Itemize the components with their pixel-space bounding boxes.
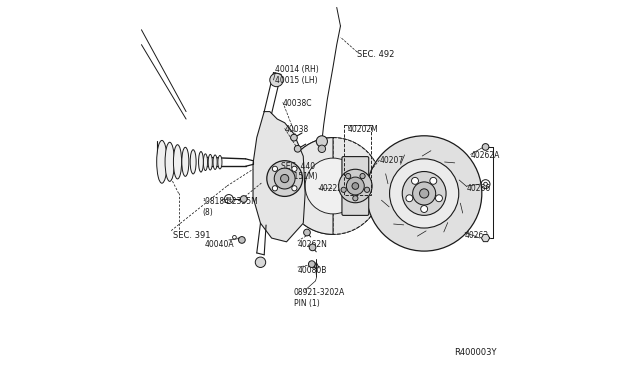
- Text: SEC. 391: SEC. 391: [173, 231, 211, 240]
- Text: 40038C: 40038C: [283, 99, 312, 108]
- Text: 40202M: 40202M: [348, 125, 379, 134]
- Circle shape: [352, 183, 358, 189]
- Circle shape: [403, 171, 446, 215]
- Text: 40262: 40262: [465, 231, 489, 240]
- Ellipse shape: [173, 145, 182, 179]
- Text: B: B: [227, 196, 230, 202]
- Text: SEC. 440
(41151M): SEC. 440 (41151M): [281, 162, 317, 181]
- Circle shape: [309, 244, 316, 251]
- Ellipse shape: [204, 154, 207, 170]
- Ellipse shape: [198, 152, 204, 172]
- Text: R400003Y: R400003Y: [454, 348, 497, 357]
- Circle shape: [294, 145, 301, 152]
- Text: 40038: 40038: [285, 125, 309, 134]
- Circle shape: [308, 261, 315, 267]
- Circle shape: [292, 166, 297, 171]
- Circle shape: [270, 73, 283, 87]
- Circle shape: [239, 237, 245, 243]
- Text: 40262N: 40262N: [298, 240, 328, 249]
- Circle shape: [346, 177, 364, 195]
- Circle shape: [435, 195, 442, 202]
- Text: 40207: 40207: [380, 156, 404, 165]
- Text: 40222: 40222: [318, 184, 342, 193]
- Circle shape: [318, 145, 326, 153]
- Ellipse shape: [213, 155, 217, 170]
- Circle shape: [364, 187, 370, 192]
- Text: SEC. 492: SEC. 492: [357, 50, 395, 59]
- Wedge shape: [333, 138, 381, 234]
- Ellipse shape: [182, 147, 189, 176]
- Ellipse shape: [218, 155, 222, 169]
- Text: 40080B: 40080B: [298, 266, 327, 275]
- Text: 08921-3202A
PIN (1): 08921-3202A PIN (1): [294, 288, 345, 308]
- Circle shape: [305, 158, 361, 214]
- Ellipse shape: [208, 154, 212, 170]
- Text: 40014 (RH)
40015 (LH): 40014 (RH) 40015 (LH): [275, 65, 319, 84]
- Circle shape: [267, 161, 303, 196]
- Circle shape: [303, 229, 310, 236]
- Polygon shape: [481, 234, 490, 242]
- Circle shape: [255, 257, 266, 267]
- Circle shape: [430, 177, 436, 184]
- Ellipse shape: [165, 142, 174, 182]
- Ellipse shape: [190, 150, 196, 174]
- Circle shape: [367, 136, 482, 251]
- Circle shape: [339, 169, 372, 203]
- Circle shape: [412, 177, 419, 184]
- Wedge shape: [285, 138, 333, 234]
- Circle shape: [420, 189, 429, 198]
- Circle shape: [482, 144, 489, 150]
- Text: 40262A: 40262A: [470, 151, 500, 160]
- Circle shape: [241, 196, 247, 202]
- Circle shape: [292, 186, 297, 191]
- Bar: [344, 125, 371, 195]
- Circle shape: [390, 159, 459, 228]
- Circle shape: [280, 174, 289, 183]
- Text: 40040A: 40040A: [205, 240, 234, 249]
- Circle shape: [291, 134, 298, 141]
- Circle shape: [360, 173, 365, 179]
- Circle shape: [413, 182, 436, 205]
- Circle shape: [275, 168, 295, 189]
- Circle shape: [285, 138, 381, 234]
- Circle shape: [273, 166, 278, 171]
- Circle shape: [346, 173, 351, 179]
- Circle shape: [341, 187, 346, 192]
- Circle shape: [420, 206, 428, 212]
- Text: 40266: 40266: [467, 184, 491, 193]
- Circle shape: [273, 186, 278, 191]
- Circle shape: [316, 136, 328, 147]
- Text: ¹08184-2355M
(8): ¹08184-2355M (8): [203, 197, 259, 217]
- Ellipse shape: [157, 141, 167, 183]
- Circle shape: [406, 195, 413, 202]
- FancyBboxPatch shape: [342, 157, 369, 215]
- Polygon shape: [253, 112, 305, 242]
- Circle shape: [353, 196, 358, 201]
